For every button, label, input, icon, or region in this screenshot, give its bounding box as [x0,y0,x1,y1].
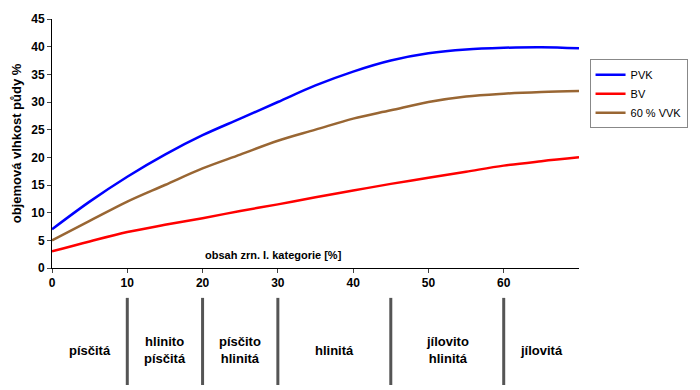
svg-text:40: 40 [346,276,360,290]
svg-text:jílovitá: jílovitá [520,343,563,358]
svg-text:30: 30 [271,276,285,290]
svg-text:obsah zrn. I. kategorie [%]: obsah zrn. I. kategorie [%] [205,249,342,261]
svg-text:písčitohlinitá: písčitohlinitá [219,334,261,366]
svg-text:objemová vlhkost půdy %: objemová vlhkost půdy % [9,63,24,223]
svg-text:PVK: PVK [631,69,654,81]
svg-text:hlinitá: hlinitá [315,343,354,358]
svg-text:hlinitopísčitá: hlinitopísčitá [144,334,186,366]
svg-text:0: 0 [38,261,45,275]
svg-text:25: 25 [31,123,45,137]
svg-text:0: 0 [49,276,56,290]
svg-text:30: 30 [31,95,45,109]
svg-text:60 % VVK: 60 % VVK [631,107,682,119]
svg-text:40: 40 [31,40,45,54]
svg-text:5: 5 [38,234,45,248]
svg-text:10: 10 [31,206,45,220]
svg-text:20: 20 [31,151,45,165]
svg-text:45: 45 [31,12,45,26]
svg-text:15: 15 [31,178,45,192]
svg-text:10: 10 [121,276,135,290]
svg-text:35: 35 [31,68,45,82]
svg-text:BV: BV [631,88,646,100]
svg-text:20: 20 [196,276,210,290]
svg-text:60: 60 [497,276,511,290]
svg-text:písčitá: písčitá [69,343,111,358]
svg-text:jílovitohlinitá: jílovitohlinitá [426,334,469,366]
svg-text:50: 50 [422,276,436,290]
